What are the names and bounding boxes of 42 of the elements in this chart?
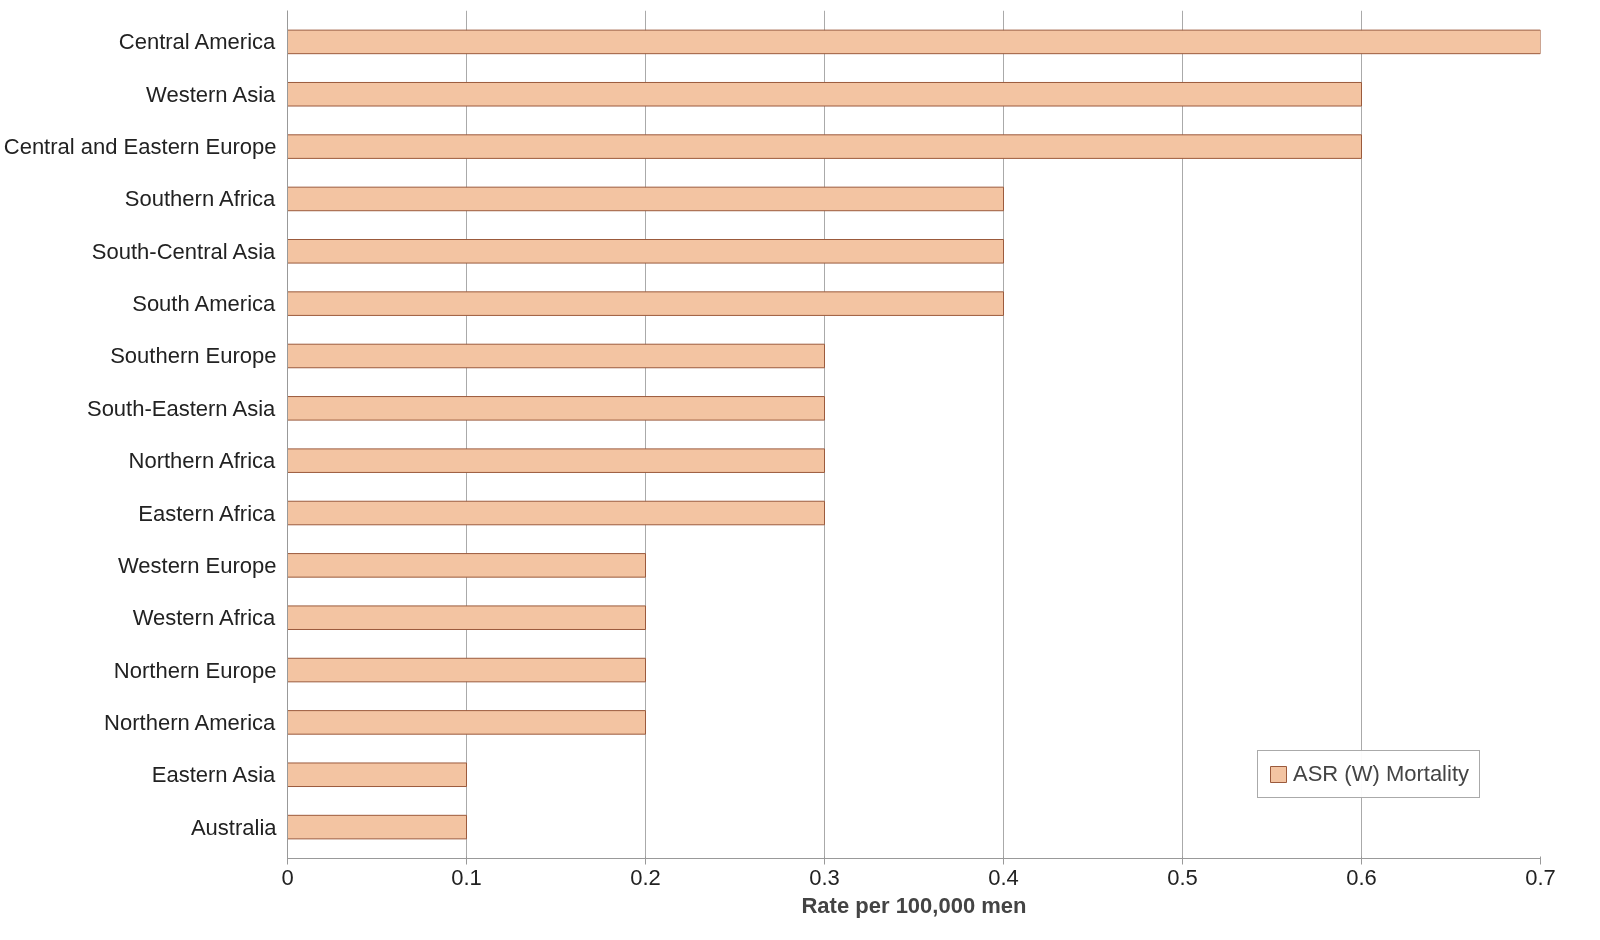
x-axis-title: Rate per 100,000 men xyxy=(801,892,1027,918)
y-tick-label: Eastern Africa xyxy=(138,500,277,526)
bar xyxy=(287,553,646,578)
bar xyxy=(287,814,467,840)
y-tick-label: Northern Europe xyxy=(113,657,277,683)
bar xyxy=(287,343,825,369)
bar xyxy=(287,291,1004,316)
x-tick-label: 0.6 xyxy=(1346,864,1377,890)
y-tick-label: Central America xyxy=(118,29,277,55)
y-tick-label: Western Africa xyxy=(132,605,277,631)
y-tick-label: Southern Europe xyxy=(110,343,277,369)
x-tick-label: 0.5 xyxy=(1167,864,1198,890)
legend-label: ASR (W) Mortality xyxy=(1293,761,1469,787)
y-tick-label: Western Asia xyxy=(146,81,277,107)
y-tick-label: Eastern Asia xyxy=(151,762,277,788)
y-tick-label: Northern Africa xyxy=(128,448,277,474)
y-tick-label: Southern Africa xyxy=(124,186,277,212)
y-tick-label: Western Europe xyxy=(117,552,277,578)
bar xyxy=(287,605,646,630)
x-tick-label: 0.4 xyxy=(988,864,1019,890)
x-tick-label: 0.7 xyxy=(1525,864,1556,890)
y-tick-label: Northern America xyxy=(104,709,277,735)
bar xyxy=(287,396,825,421)
bar xyxy=(287,762,467,788)
y-tick-label: Central and Eastern Europe xyxy=(3,134,277,160)
bar xyxy=(287,448,825,473)
bar xyxy=(287,134,1362,159)
bar xyxy=(287,657,646,683)
x-tick-label: 0 xyxy=(281,864,294,890)
bar xyxy=(287,81,1362,107)
y-tick-label: South-Central Asia xyxy=(91,238,277,264)
bar xyxy=(287,710,646,735)
bar xyxy=(287,239,1004,264)
bar xyxy=(287,500,825,526)
y-tick-label: South America xyxy=(132,291,277,317)
x-tick-label: 0.2 xyxy=(630,864,661,890)
x-tick-label: 0.1 xyxy=(451,864,482,890)
bar xyxy=(287,186,1004,212)
bar xyxy=(287,29,1541,55)
y-tick-label: Australia xyxy=(190,814,278,840)
y-tick-label: South-Eastern Asia xyxy=(86,395,277,421)
x-tick-label: 0.3 xyxy=(809,864,840,890)
